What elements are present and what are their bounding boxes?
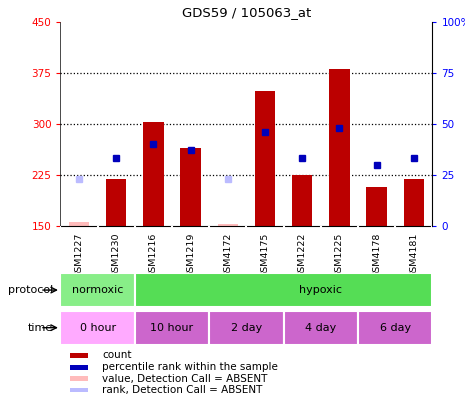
Bar [284,311,358,345]
Bar [366,187,387,226]
Bar [209,311,284,345]
Bar [404,179,424,226]
Text: 4 day: 4 day [305,323,337,333]
Bar [135,311,209,345]
Bar [180,148,201,226]
Text: time: time [28,323,53,333]
Bar [218,225,238,226]
Title: GDS59 / 105063_at: GDS59 / 105063_at [182,6,311,19]
Text: 10 hour: 10 hour [151,323,193,333]
Text: value, Detection Call = ABSENT: value, Detection Call = ABSENT [102,374,268,384]
Text: GSM1216: GSM1216 [149,232,158,278]
Bar [329,69,350,226]
Text: GSM4175: GSM4175 [260,232,270,278]
Bar [143,122,164,226]
Text: percentile rank within the sample: percentile rank within the sample [102,362,278,372]
Text: hypoxic: hypoxic [299,285,342,295]
Text: GSM1230: GSM1230 [112,232,121,278]
Text: count: count [102,350,132,360]
Text: GSM4181: GSM4181 [409,232,418,278]
Bar [70,377,88,381]
Bar [106,179,126,226]
Text: protocol: protocol [8,285,53,295]
Text: GSM4178: GSM4178 [372,232,381,278]
Text: GSM1225: GSM1225 [335,232,344,278]
Bar [358,311,432,345]
Text: rank, Detection Call = ABSENT: rank, Detection Call = ABSENT [102,385,263,395]
Bar [70,353,88,358]
Text: GSM1219: GSM1219 [186,232,195,278]
Text: 0 hour: 0 hour [80,323,116,333]
Bar [135,273,432,307]
Bar [60,311,135,345]
Bar [70,388,88,392]
Text: 2 day: 2 day [231,323,262,333]
Bar [292,175,312,226]
Text: GSM4172: GSM4172 [223,232,232,278]
Bar [69,222,89,226]
Bar [70,365,88,369]
Bar [60,273,135,307]
Text: normoxic: normoxic [72,285,123,295]
Text: GSM1222: GSM1222 [298,232,307,278]
Bar [255,91,275,226]
Text: GSM1227: GSM1227 [74,232,84,278]
Text: 6 day: 6 day [380,323,411,333]
